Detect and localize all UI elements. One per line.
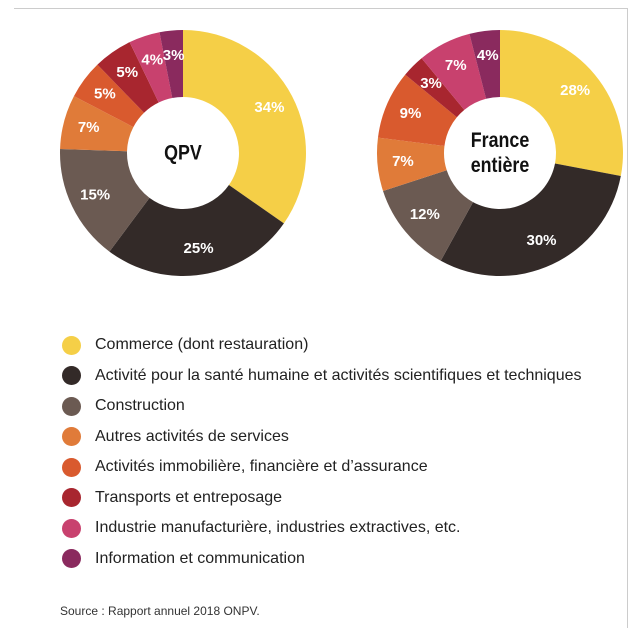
value-label: 28% xyxy=(560,82,590,99)
value-label: 4% xyxy=(477,47,499,64)
legend-swatch xyxy=(62,366,81,386)
donut-slice xyxy=(73,64,145,128)
legend-label: Activités immobilière, financière et d’a… xyxy=(95,458,428,476)
donut-slice xyxy=(109,185,284,277)
value-label: 7% xyxy=(445,57,467,74)
value-label: 15% xyxy=(80,186,110,203)
legend-item: Autres activités de services xyxy=(62,422,582,453)
legend-swatch xyxy=(62,488,81,508)
donut-slice xyxy=(500,30,623,177)
value-label: 7% xyxy=(78,119,100,136)
legend-swatch xyxy=(62,457,81,477)
value-label: 25% xyxy=(184,240,214,257)
legend-swatch xyxy=(62,396,81,416)
value-label: 30% xyxy=(526,232,556,249)
donut-slice xyxy=(97,42,159,113)
legend-label: Transports et entreposage xyxy=(95,488,283,506)
legend-item: Construction xyxy=(62,391,582,422)
legend-swatch xyxy=(62,518,81,538)
source: Source : Rapport annuel 2018 ONPV. xyxy=(60,604,260,618)
charts: 34%25%15%7%5%5%4% 3%28%30%12%7%9%3%7%4% xyxy=(59,30,623,277)
donut-slice xyxy=(377,74,457,146)
legend-item: Information et communication xyxy=(62,544,582,575)
value-label: 12% xyxy=(410,206,440,223)
donut-slice xyxy=(129,32,173,103)
center-label: France entière xyxy=(470,129,530,177)
donut-slice xyxy=(383,170,474,261)
legend-item: Activités immobilière, financière et d’a… xyxy=(62,452,582,483)
legend-item: Transports et entreposage xyxy=(62,483,582,514)
legend-label: Industrie manufacturière, industries ext… xyxy=(95,519,461,537)
donut-slice xyxy=(60,96,134,152)
frame xyxy=(14,8,628,628)
legend-swatch xyxy=(62,549,81,569)
legend-item: Activité pour la santé humaine et activi… xyxy=(62,361,582,392)
value-label: 5% xyxy=(94,86,116,103)
donut-slice xyxy=(440,163,621,277)
legend-label: Information et communication xyxy=(95,549,305,567)
value-label: 4% xyxy=(141,51,163,68)
center-label: QPV xyxy=(164,141,202,165)
value-label: 9% xyxy=(400,105,422,122)
legend-item: Commerce (dont restauration) xyxy=(62,330,582,361)
value-label: 5% xyxy=(116,64,138,81)
donut-slice xyxy=(469,30,500,99)
value-label: 7% xyxy=(392,153,414,170)
donut-slice xyxy=(159,30,183,99)
donut-slice xyxy=(405,58,465,118)
legend-label: Autres activités de services xyxy=(95,427,289,445)
donut-slice xyxy=(421,33,487,110)
donut-slice xyxy=(183,30,307,224)
legend-swatch xyxy=(62,335,81,355)
value-label: 3% xyxy=(163,47,185,64)
legend-swatch xyxy=(62,427,81,447)
value-label: 3% xyxy=(420,75,442,92)
legend-label: Commerce (dont restauration) xyxy=(95,336,309,354)
legend-label: Activité pour la santé humaine et activi… xyxy=(95,366,582,384)
legend-label: Construction xyxy=(95,397,185,415)
value-label: 34% xyxy=(254,99,284,116)
legend-item: Industrie manufacturière, industries ext… xyxy=(62,513,582,544)
donut-slice xyxy=(59,149,150,252)
donut-slice xyxy=(377,137,447,192)
legend: Commerce (dont restauration) Activité pou… xyxy=(62,330,582,574)
